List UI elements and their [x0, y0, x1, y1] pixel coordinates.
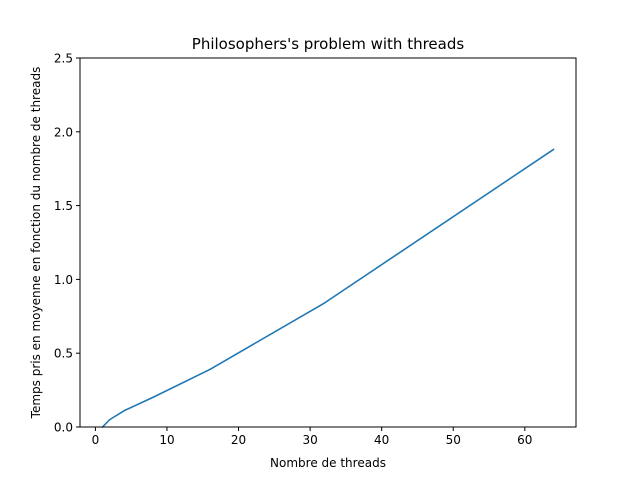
- x-tick-label: 10: [159, 433, 174, 447]
- chart-title: Philosophers's problem with threads: [192, 35, 465, 53]
- x-tick-label: 0: [92, 433, 100, 447]
- y-axis-ticks: 0.0 0.5 1.0 1.5 2.0 2.5: [54, 52, 80, 435]
- y-tick-label: 2.0: [54, 125, 73, 139]
- plot-area: [79, 57, 577, 429]
- axes-frame: [79, 57, 577, 428]
- y-tick-label: 0.0: [54, 421, 73, 435]
- series-layer: [101, 148, 555, 429]
- y-tick-label: 1.5: [54, 199, 73, 213]
- y-tick-label: 0.5: [54, 347, 73, 361]
- x-tick-label: 40: [374, 433, 389, 447]
- x-tick-label: 60: [517, 433, 532, 447]
- x-axis-ticks: 0 10 20 30 40 50 60: [92, 427, 532, 447]
- x-tick-label: 50: [446, 433, 461, 447]
- x-tick-label: 20: [231, 433, 246, 447]
- y-axis-label: Temps pris en moyenne en fonction du nom…: [29, 67, 43, 420]
- x-tick-label: 30: [302, 433, 317, 447]
- y-tick-label: 2.5: [54, 52, 73, 66]
- y-tick-label: 1.0: [54, 273, 73, 287]
- x-axis-label: Nombre de threads: [270, 456, 386, 470]
- series-line: [101, 148, 555, 429]
